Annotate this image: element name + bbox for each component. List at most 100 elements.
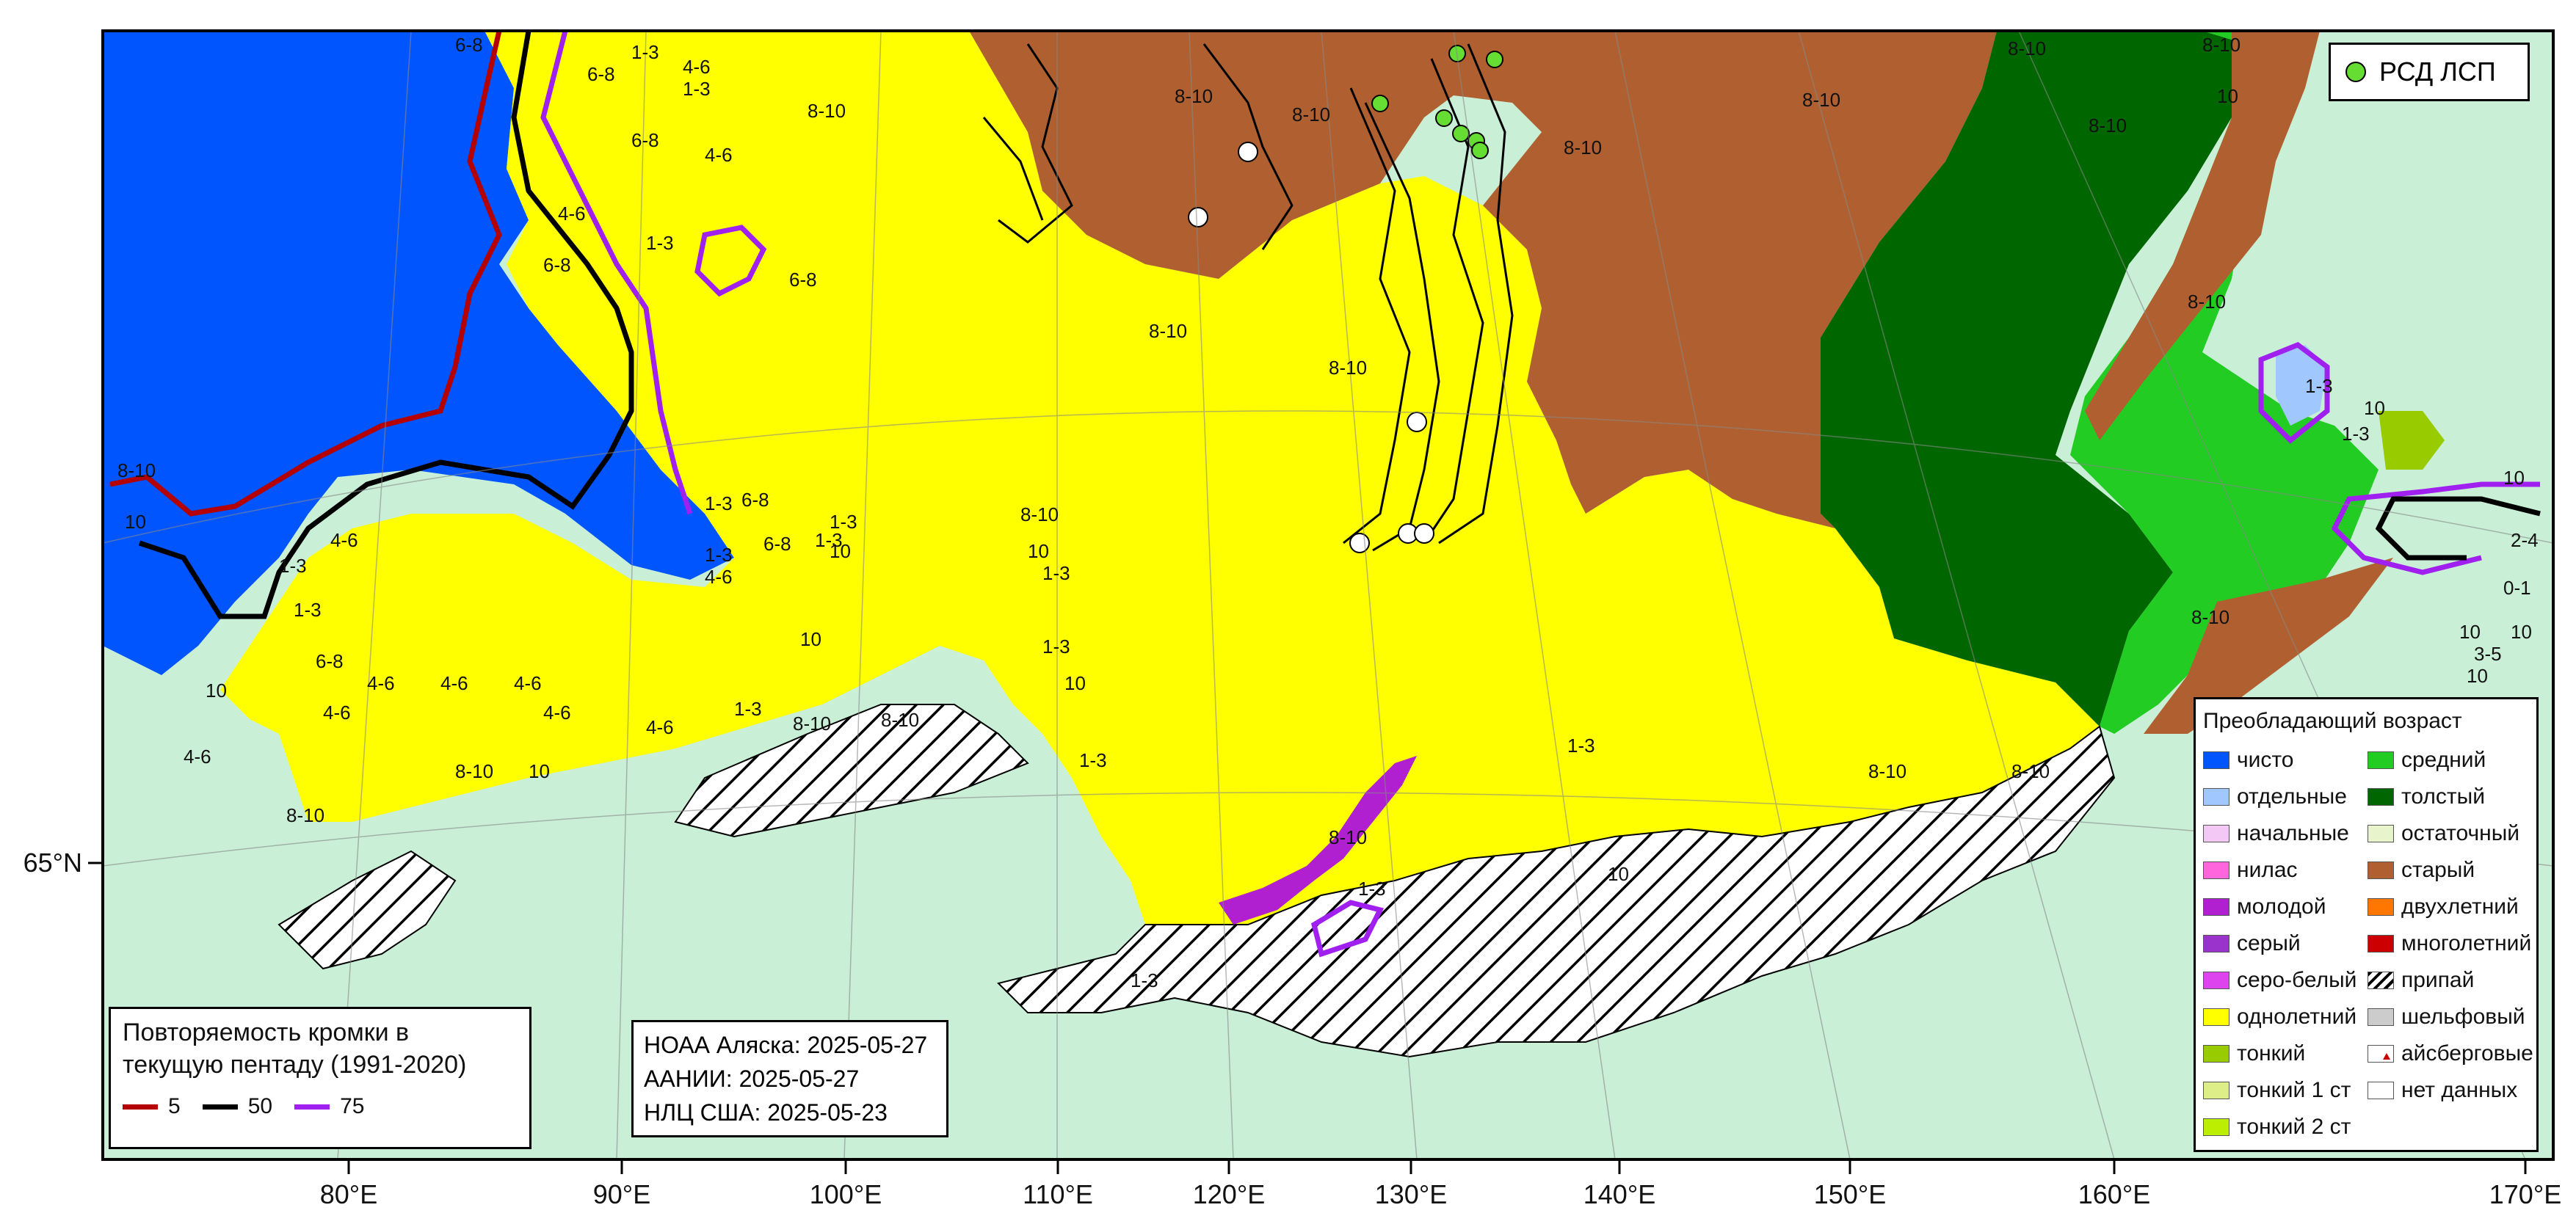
region-label: 8-10 (1329, 826, 1367, 848)
swatch (2368, 825, 2394, 842)
longitude-label-80e: 80°E (320, 1179, 377, 1209)
longitude-label-150e: 150°E (1814, 1179, 1886, 1209)
region-label: 0-1 (2503, 577, 2531, 599)
edge-item-5: 5 (123, 1094, 181, 1119)
region-label: 10 (1064, 672, 1086, 694)
source-aari: ААНИИ: 2025-05-27 (644, 1066, 860, 1092)
region-label: 1-3 (705, 492, 733, 514)
swatch (2203, 1045, 2229, 1063)
legend-label: средний (2401, 748, 2486, 772)
longitude-label-90e: 90°E (593, 1179, 650, 1209)
region-label: 1-3 (1079, 749, 1107, 771)
region-label: 4-6 (330, 529, 358, 551)
region-label: 10 (800, 628, 821, 650)
legend-label: толстый (2401, 784, 2485, 809)
edge-recurrence-legend: Повторяемость кромки в текущую пентаду (… (109, 1007, 531, 1149)
legend-label: припай (2401, 968, 2475, 992)
legend-label: молодой (2237, 895, 2326, 919)
region-label: 10 (125, 511, 146, 533)
graticule (103, 31, 2553, 1159)
edge-item-50: 50 (202, 1094, 272, 1119)
latitude-label-65n: 65°N (23, 848, 82, 878)
swatch (2368, 1082, 2394, 1099)
legend-item-first-year: однолетний (2203, 999, 2368, 1035)
region-label: 8-10 (286, 804, 324, 826)
swatch (2368, 751, 2394, 769)
region-label: 8-10 (455, 760, 493, 782)
ice-age-legend-title: Преобладающий возраст (2203, 709, 2462, 733)
edge-line-75-severnaya (694, 225, 767, 297)
longitude-label-140e: 140°E (1583, 1179, 1655, 1209)
legend-label: серо-белый (2237, 968, 2357, 992)
ice-age-legend-columns: чисто отдельные начальные нилас молодой … (2203, 742, 2533, 1145)
region-label: 8-10 (808, 100, 846, 122)
swatch (2203, 751, 2229, 769)
legend-label: старый (2401, 858, 2475, 882)
region-label: 8-10 (2011, 760, 2050, 782)
edge-line-5 (109, 31, 502, 517)
region-label: 8-10 (117, 459, 156, 481)
legend-item-young: молодой (2203, 889, 2368, 925)
region-label: 10 (830, 540, 851, 562)
edge-line-75-kolyma (1310, 900, 1385, 958)
region-label: 8-10 (1329, 357, 1367, 379)
region-label: 1-3 (830, 511, 857, 533)
swatch (2203, 972, 2229, 989)
longitude-label-110e: 110°E (1023, 1179, 1093, 1209)
region-label: 1-3 (1042, 562, 1070, 584)
edge-item-label: 75 (340, 1094, 365, 1118)
legend-item-thin-1: тонкий 1 ст (2203, 1072, 2368, 1109)
region-label: 4-6 (705, 566, 733, 588)
region-label: 1-3 (2305, 375, 2333, 397)
region-label: 6-8 (587, 63, 615, 85)
legend-item-thick: толстый (2368, 779, 2529, 815)
legend-label: айсберговые (2401, 1041, 2533, 1066)
ice-age-legend: Преобладающий возраст чисто отдельные на… (2194, 697, 2539, 1152)
region-label: 6-8 (316, 650, 344, 672)
legend-item-initial: начальные (2203, 815, 2368, 852)
rsd-lsp-marker-icon (2345, 62, 2366, 82)
legend-item-shelf: шельфовый (2368, 999, 2529, 1035)
region-label: 1-3 (1567, 735, 1595, 757)
longitude-labels: 80°E 90°E 100°E 110°E 120°E 130°E 140°E … (320, 1159, 2561, 1209)
legend-item-grey: серый (2203, 925, 2368, 962)
source-nlc: НЛЦ США: 2025-05-23 (644, 1099, 888, 1126)
region-label: 10 (2217, 85, 2238, 107)
fast-ice-taimyr (277, 850, 457, 970)
legend-item-old: старый (2368, 852, 2529, 889)
region-label: 1-3 (1358, 878, 1386, 900)
region-label: 1-3 (705, 544, 733, 566)
rsd-lsp-label: РСД ЛСП (2379, 57, 2496, 87)
legend-label: серый (2237, 931, 2301, 955)
sources-box: НОАА Аляска: 2025-05-27 ААНИИ: 2025-05-2… (631, 1020, 948, 1137)
region-label: 8-10 (2202, 34, 2241, 56)
swatch (2203, 898, 2229, 916)
iceberg-swatch-icon (2368, 1045, 2394, 1063)
medium-ice (2070, 31, 2379, 734)
rsd-lsp-legend: РСД ЛСП (2329, 43, 2530, 101)
region-label: 4-6 (646, 716, 674, 738)
swatch (2368, 898, 2394, 916)
swatch (2203, 825, 2229, 842)
edge-line-50-east (2375, 496, 2541, 561)
legend-item-second-year: двухлетний (2368, 889, 2529, 925)
hatch-swatch-icon (2368, 972, 2394, 989)
legend-label: тонкий (2237, 1041, 2306, 1066)
region-label: 10 (2467, 665, 2488, 687)
region-label: 6-8 (741, 489, 769, 511)
region-label: 4-6 (440, 672, 468, 694)
edge-recurrence-title: Повторяемость кромки в текущую пентаду (… (123, 1019, 467, 1079)
region-label: 10 (529, 760, 550, 782)
region-label: 10 (2511, 621, 2532, 643)
region-label: 8-10 (2089, 114, 2127, 136)
region-label: 10 (2503, 467, 2525, 489)
longitude-label-100e: 100°E (810, 1179, 882, 1209)
region-label: 10 (2364, 397, 2385, 419)
ice-age-legend-left: чисто отдельные начальные нилас молодой … (2203, 742, 2368, 1145)
open-water-west (103, 31, 734, 675)
longitude-label-130e: 130°E (1375, 1179, 1447, 1209)
swatch (2368, 788, 2394, 806)
legend-label: нилас (2237, 858, 2298, 882)
region-label: 1-3 (815, 529, 843, 551)
swatch (2203, 1118, 2229, 1136)
